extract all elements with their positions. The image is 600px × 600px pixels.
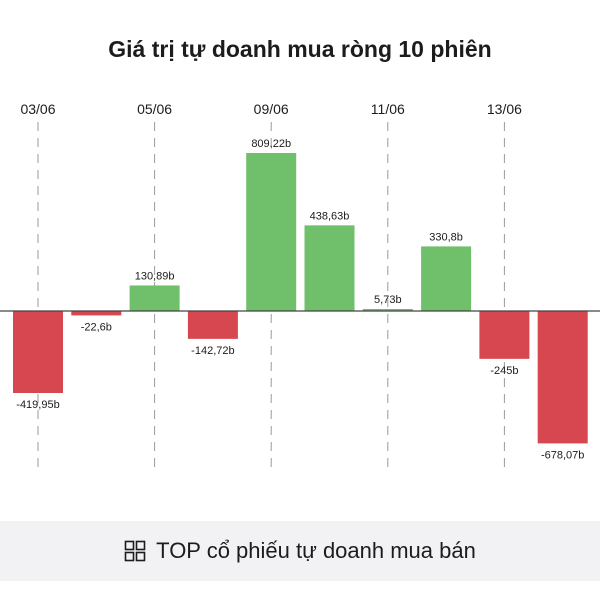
bar [421, 246, 472, 311]
bar [304, 225, 355, 311]
top-stocks-label: TOP cổ phiếu tự doanh mua bán [156, 538, 476, 563]
bar [129, 285, 180, 311]
grid-icon [124, 540, 146, 562]
top-stocks-button[interactable]: TOP cổ phiếu tự doanh mua bán [0, 521, 600, 581]
data-label: 438,63b [310, 210, 350, 222]
x-tick-label: 05/06 [137, 101, 172, 117]
bar [537, 311, 588, 444]
bar [246, 153, 297, 311]
bar [479, 311, 530, 359]
data-label: 5,73b [374, 294, 402, 306]
data-label: -419,95b [16, 399, 59, 411]
bar [71, 311, 122, 316]
bar [187, 311, 238, 339]
data-label: -678,07b [541, 449, 584, 461]
bar-chart: 03/06 05/06 09/06 11/06 13/06 -419,95b -22,6b 1… [0, 101, 600, 470]
x-tick-label: 11/06 [371, 101, 405, 117]
data-label: 330,8b [429, 231, 463, 243]
data-label: 809,22b [251, 138, 291, 150]
data-label: -22,6b [81, 321, 112, 333]
chart-title: Giá trị tự doanh mua ròng 10 phiên [108, 36, 492, 62]
data-label: -245b [490, 365, 518, 377]
x-tick-label: 13/06 [487, 101, 522, 117]
bar [362, 309, 413, 311]
x-tick-label: 09/06 [254, 101, 289, 117]
bar [13, 311, 63, 393]
x-tick-label: 03/06 [20, 101, 55, 117]
data-label: 130,89b [135, 270, 175, 282]
data-label: -142,72b [191, 345, 234, 357]
